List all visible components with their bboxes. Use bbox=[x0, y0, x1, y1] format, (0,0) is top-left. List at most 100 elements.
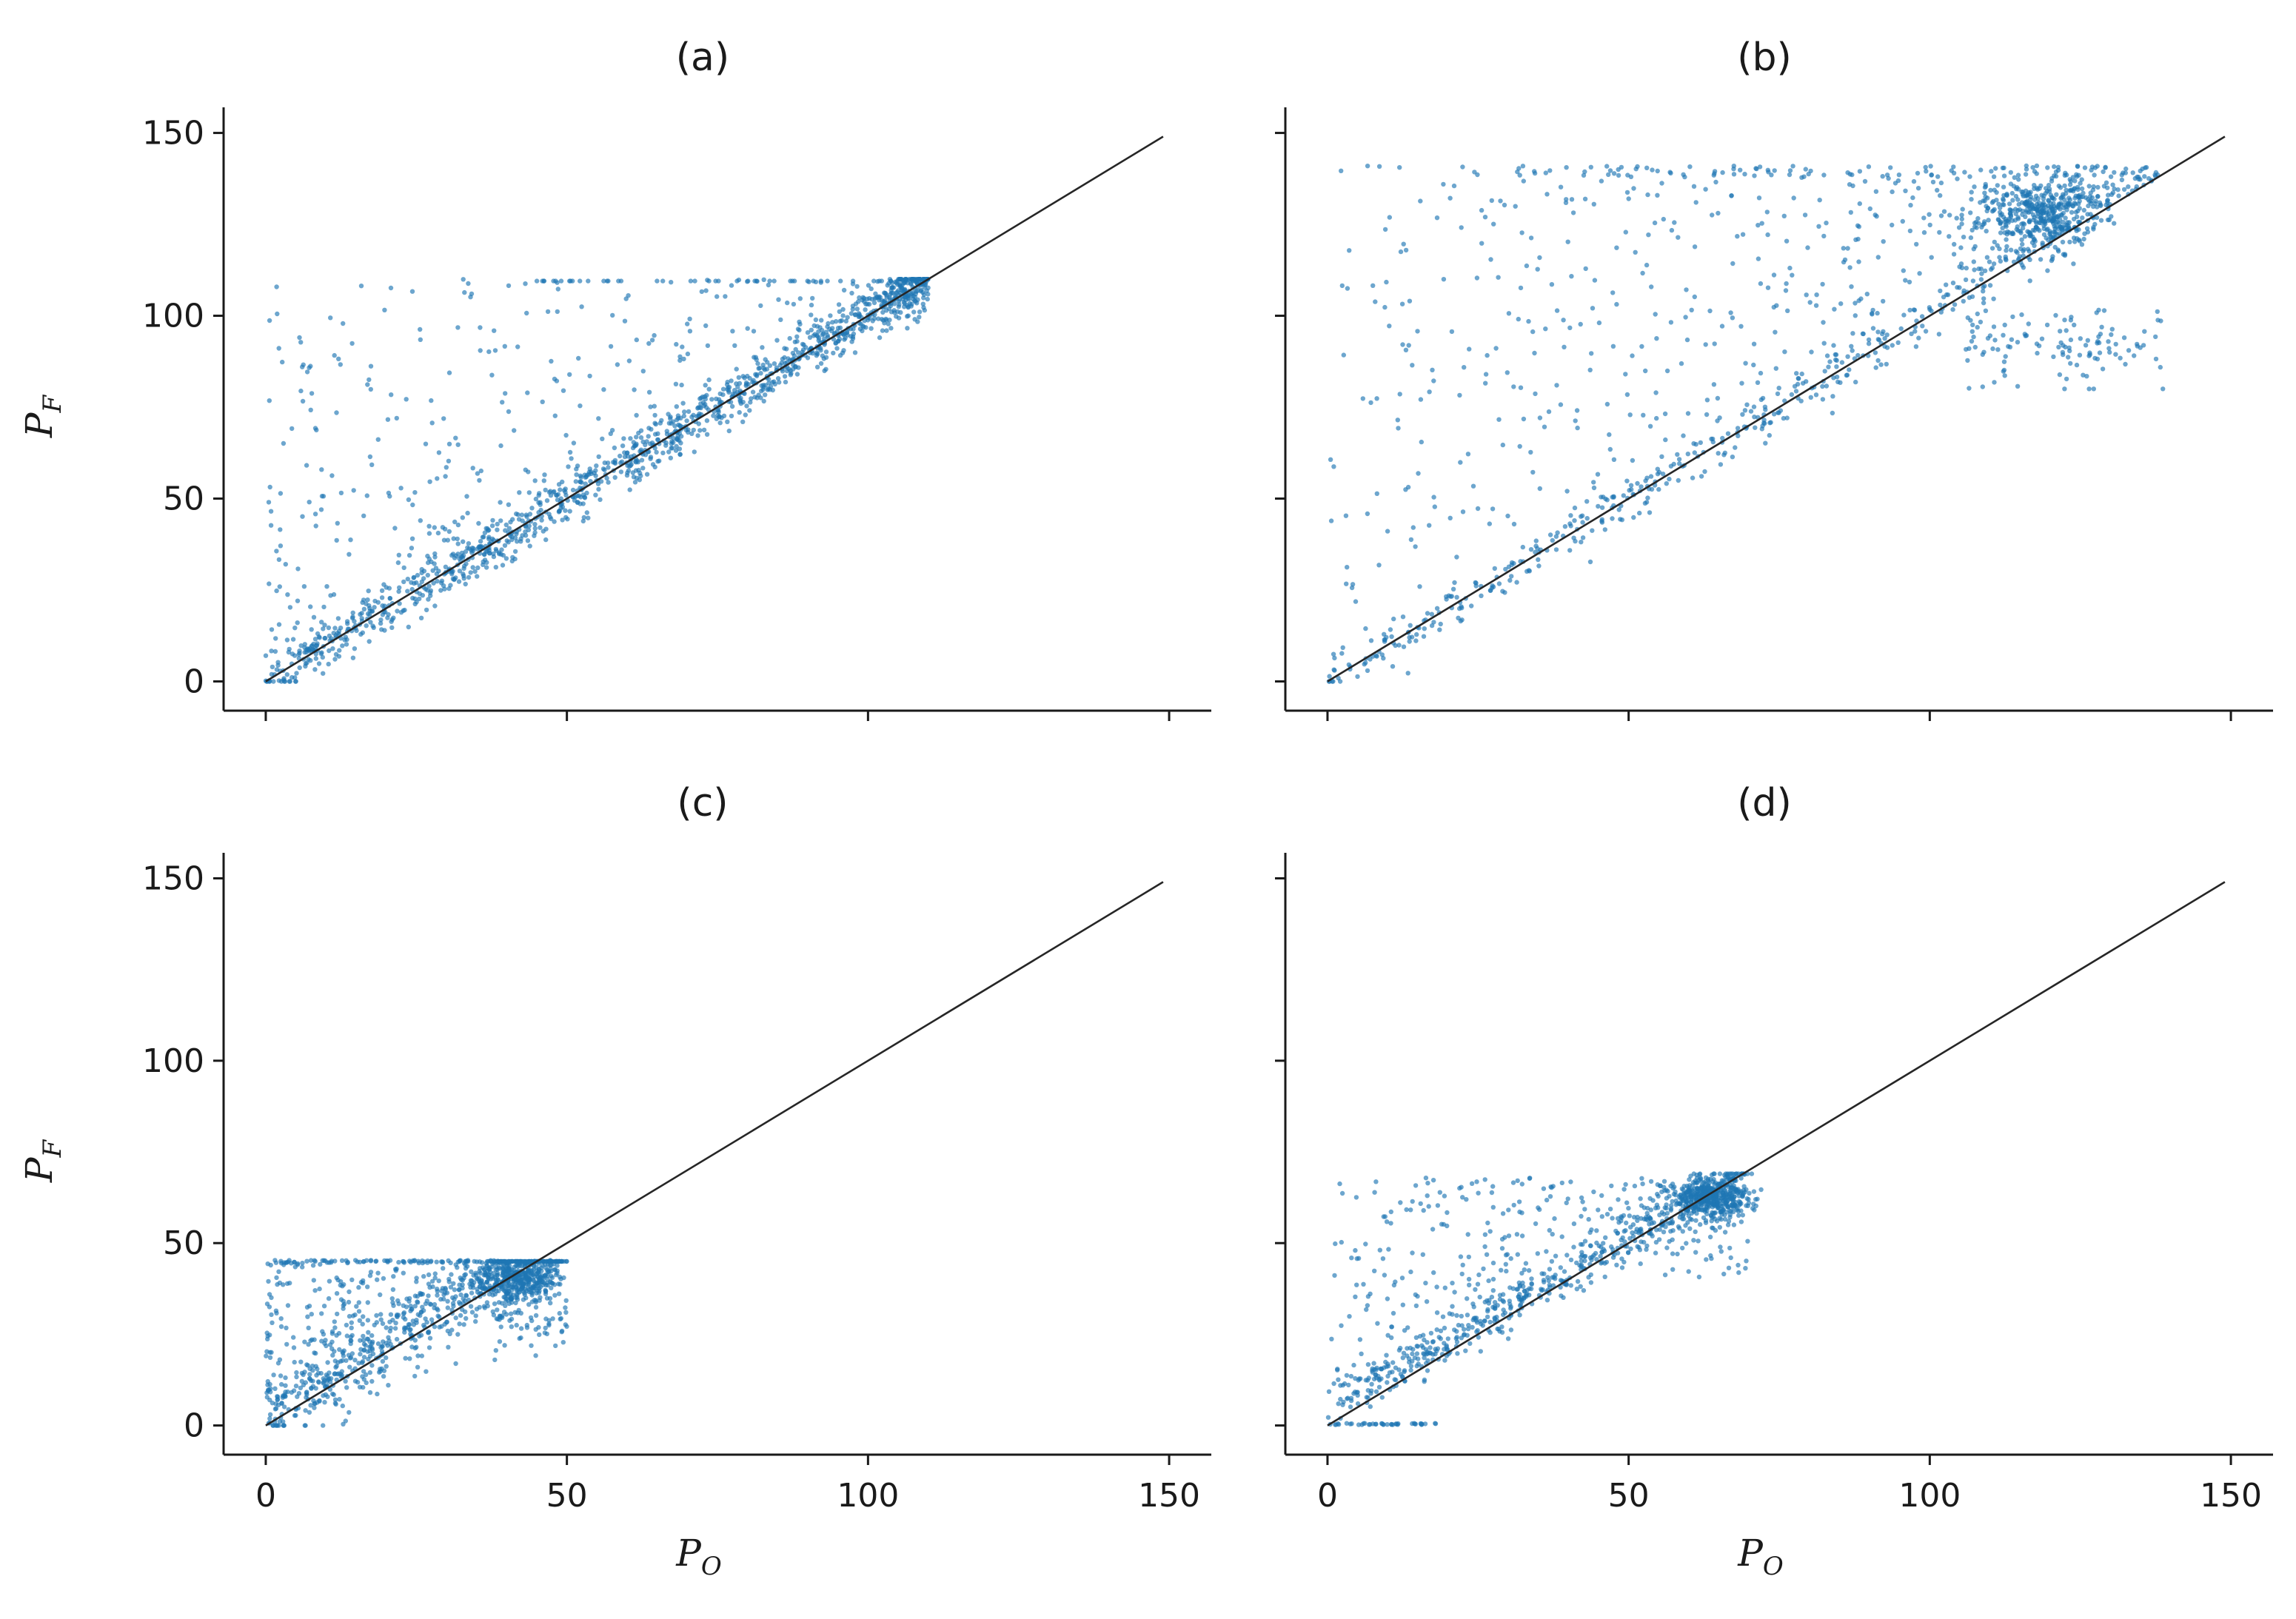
x-axis-label-main: P bbox=[675, 1532, 702, 1575]
point bbox=[551, 278, 556, 284]
point bbox=[868, 326, 874, 331]
point bbox=[425, 572, 430, 578]
point bbox=[679, 382, 684, 388]
point bbox=[2004, 244, 2009, 249]
point bbox=[359, 611, 364, 616]
point bbox=[465, 510, 470, 516]
point bbox=[506, 1283, 511, 1288]
point bbox=[917, 277, 923, 282]
point bbox=[538, 525, 543, 530]
point bbox=[2076, 227, 2081, 232]
point bbox=[2015, 249, 2020, 255]
point bbox=[313, 1364, 318, 1369]
point bbox=[584, 510, 589, 515]
point bbox=[1809, 349, 1814, 355]
point bbox=[539, 517, 544, 523]
point bbox=[682, 409, 687, 415]
point bbox=[1660, 472, 1666, 477]
point bbox=[2105, 185, 2110, 190]
point bbox=[2103, 165, 2108, 170]
point bbox=[499, 1284, 504, 1290]
point bbox=[759, 389, 764, 394]
point bbox=[1908, 203, 1913, 208]
point bbox=[2024, 193, 2030, 198]
point bbox=[2009, 208, 2015, 213]
point bbox=[923, 281, 928, 286]
point bbox=[494, 1316, 499, 1321]
point bbox=[372, 1322, 377, 1328]
point bbox=[1957, 285, 1962, 290]
point bbox=[347, 1355, 353, 1361]
point bbox=[381, 1276, 386, 1281]
point bbox=[906, 313, 911, 318]
point bbox=[2089, 164, 2095, 170]
point bbox=[341, 1303, 346, 1308]
point bbox=[1742, 172, 1747, 177]
point bbox=[431, 580, 436, 586]
point bbox=[1765, 285, 1771, 290]
point bbox=[386, 1335, 391, 1340]
point bbox=[1736, 433, 1741, 438]
point bbox=[437, 1324, 442, 1330]
point bbox=[502, 343, 507, 349]
point bbox=[2076, 237, 2081, 243]
point bbox=[704, 418, 710, 423]
point bbox=[625, 470, 630, 475]
point bbox=[308, 363, 313, 369]
point bbox=[1422, 626, 1428, 631]
point bbox=[1430, 367, 1435, 372]
point bbox=[435, 476, 440, 481]
point bbox=[289, 674, 295, 680]
point bbox=[426, 523, 432, 529]
point bbox=[1553, 534, 1559, 539]
point bbox=[291, 1388, 297, 1393]
point bbox=[1537, 415, 1543, 420]
point bbox=[1898, 326, 1904, 332]
point bbox=[630, 445, 636, 451]
point bbox=[684, 418, 689, 423]
point bbox=[908, 281, 914, 286]
point bbox=[1344, 581, 1349, 586]
point bbox=[766, 377, 772, 382]
point bbox=[1927, 305, 1932, 310]
point bbox=[760, 362, 766, 368]
point bbox=[2110, 182, 2115, 187]
point bbox=[2002, 322, 2007, 328]
point bbox=[1771, 304, 1776, 310]
point bbox=[312, 1288, 318, 1293]
point bbox=[1882, 336, 1887, 341]
point bbox=[382, 307, 387, 312]
point bbox=[287, 605, 293, 610]
point bbox=[552, 1293, 558, 1298]
point bbox=[335, 1311, 340, 1317]
point bbox=[2059, 212, 2064, 218]
point bbox=[1604, 164, 1610, 169]
point bbox=[263, 653, 269, 658]
point bbox=[285, 1303, 291, 1308]
point bbox=[826, 321, 831, 326]
point bbox=[482, 552, 487, 557]
point bbox=[405, 589, 410, 594]
point bbox=[1707, 308, 1713, 314]
point bbox=[1418, 198, 1423, 204]
point bbox=[461, 553, 466, 558]
point bbox=[457, 1287, 462, 1293]
point bbox=[271, 1372, 276, 1378]
point bbox=[809, 312, 814, 318]
point bbox=[373, 1258, 378, 1264]
point bbox=[2103, 180, 2109, 185]
point bbox=[2105, 198, 2110, 204]
point bbox=[393, 1268, 398, 1273]
point bbox=[269, 1295, 274, 1301]
point bbox=[1808, 395, 1813, 400]
point bbox=[1431, 495, 1436, 500]
point bbox=[519, 1287, 524, 1292]
point bbox=[583, 474, 589, 480]
point bbox=[308, 658, 313, 663]
point bbox=[2084, 226, 2090, 231]
point bbox=[790, 366, 796, 372]
point bbox=[1835, 379, 1841, 385]
point bbox=[2046, 212, 2051, 218]
point bbox=[458, 1276, 463, 1281]
point bbox=[2123, 361, 2128, 367]
